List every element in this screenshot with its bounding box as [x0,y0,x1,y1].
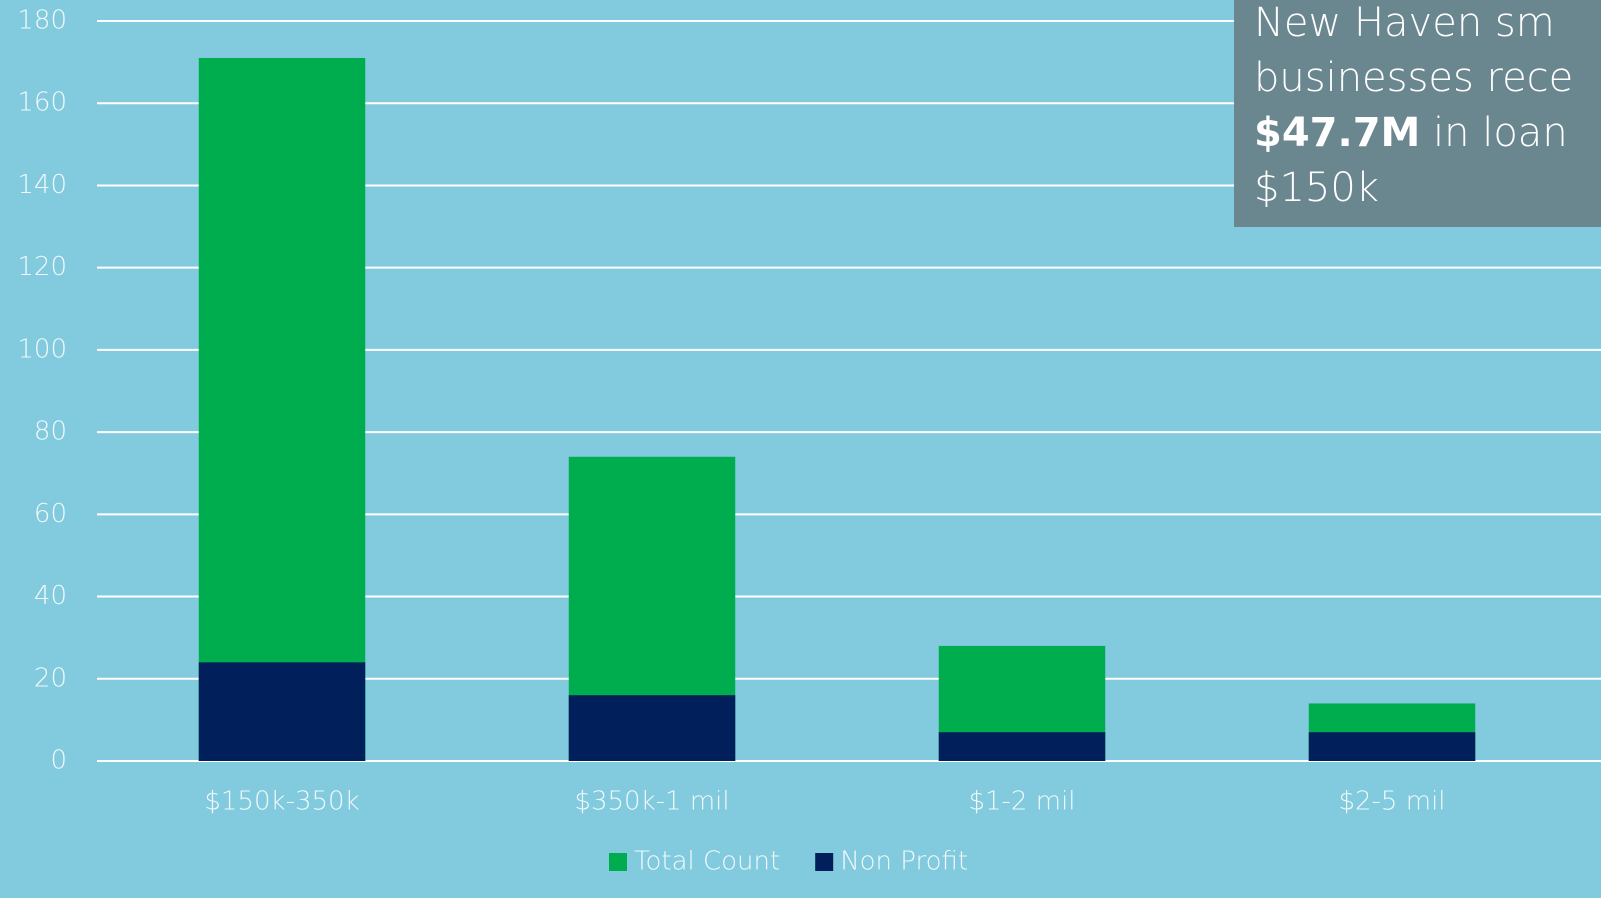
x-tick-label: $2-5 mil [1338,787,1445,817]
x-tick-label: $1-2 mil [968,787,1075,817]
y-tick-label: 60 [34,499,67,529]
x-tick-label: $150k-350k [204,787,359,817]
legend-label: Non Profit [840,847,968,877]
annotation-span: $150k [1254,165,1379,211]
legend: Total Count Non Profit [609,847,968,877]
annotation-text: New Haven sm [1254,0,1555,46]
y-tick-label: 100 [17,334,67,364]
y-tick-label: 160 [17,88,67,118]
y-tick-label: 0 [50,746,67,776]
y-tick-label: 40 [34,581,67,611]
legend-label: Total Count [634,847,780,877]
y-tick-label: 140 [17,170,67,200]
x-tick-label: $350k-1 mil [574,787,729,817]
y-tick-label: 20 [34,663,67,693]
y-tick-label: 180 [17,6,67,36]
bar [568,695,736,761]
legend-swatch [815,853,834,871]
bar [198,662,366,761]
bar [198,58,366,761]
annotation-text: $47.7M in loan [1254,110,1568,156]
bar [938,732,1106,761]
annotation-text: $150k [1254,165,1379,211]
annotation-box [1234,0,1601,227]
legend-swatch [609,853,627,871]
annotation-span: $47.7M [1254,110,1420,156]
annotation-span: in loan [1420,110,1567,156]
annotation-span: businesses rece [1254,55,1573,101]
annotation-span: New Haven sm [1254,0,1555,46]
y-tick-label: 120 [17,252,67,282]
y-tick-label: 80 [34,417,67,447]
annotation-text: businesses rece [1254,55,1573,101]
bar [1308,732,1476,761]
